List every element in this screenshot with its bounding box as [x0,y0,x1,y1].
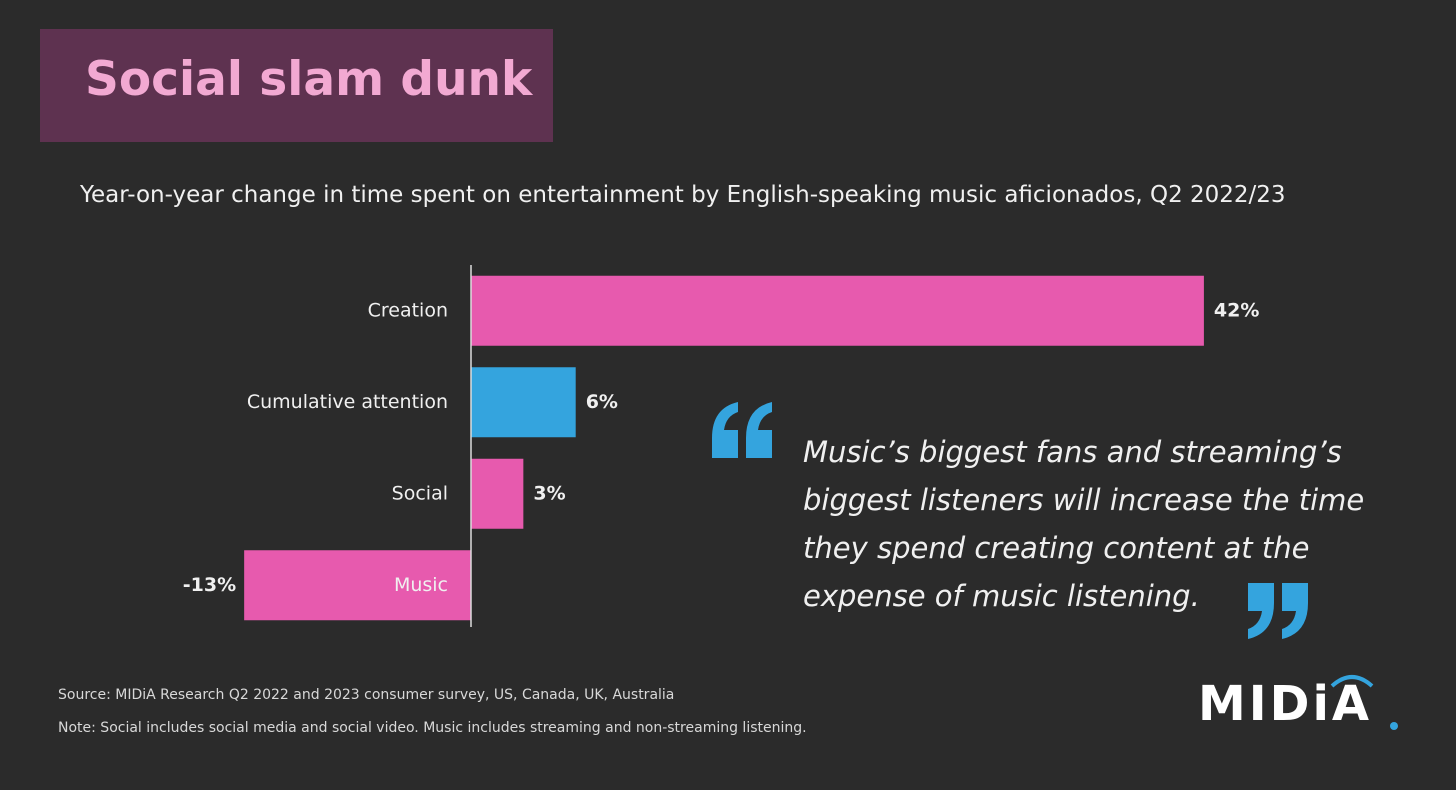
logo: MIDiA [1198,676,1373,732]
value-label: 42% [1214,299,1259,321]
quote-close [1248,583,1308,639]
title: Social slam dunk [85,52,533,107]
note: Note: Social includes social media and s… [58,720,807,736]
quote-mark [712,402,738,458]
logo-dot [1390,722,1398,730]
bar [471,367,576,438]
category-label: Music [394,574,448,596]
bar [244,550,471,621]
title-box [40,29,553,142]
quote-mark [746,402,772,458]
category-label: Social [392,482,448,504]
category-label: Cumulative attention [247,391,448,413]
quote-open [712,402,772,458]
value-label: 6% [586,391,618,413]
logo-arc [1330,675,1374,688]
chart-subtitle: Year-on-year change in time spent on ent… [80,182,1286,208]
source: Source: MIDiA Research Q2 2022 and 2023 … [58,687,675,703]
quote-mark [1248,583,1274,639]
quote: Music’s biggest fans and streaming’s big… [803,435,1365,613]
value-label: 3% [533,482,565,504]
bar [471,275,1204,346]
quote-mark [1282,583,1308,639]
category-label: Creation [368,299,448,321]
bar [471,458,524,529]
value-label: -13% [183,574,236,596]
